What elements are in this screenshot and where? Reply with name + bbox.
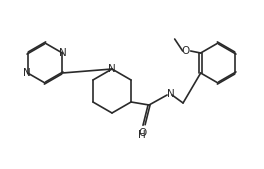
Text: N: N [23,68,31,78]
Text: O: O [182,46,190,56]
Text: H: H [138,130,146,140]
Text: N: N [59,48,67,58]
Text: O: O [138,128,146,138]
Text: N: N [108,64,116,74]
Text: N: N [167,89,175,99]
